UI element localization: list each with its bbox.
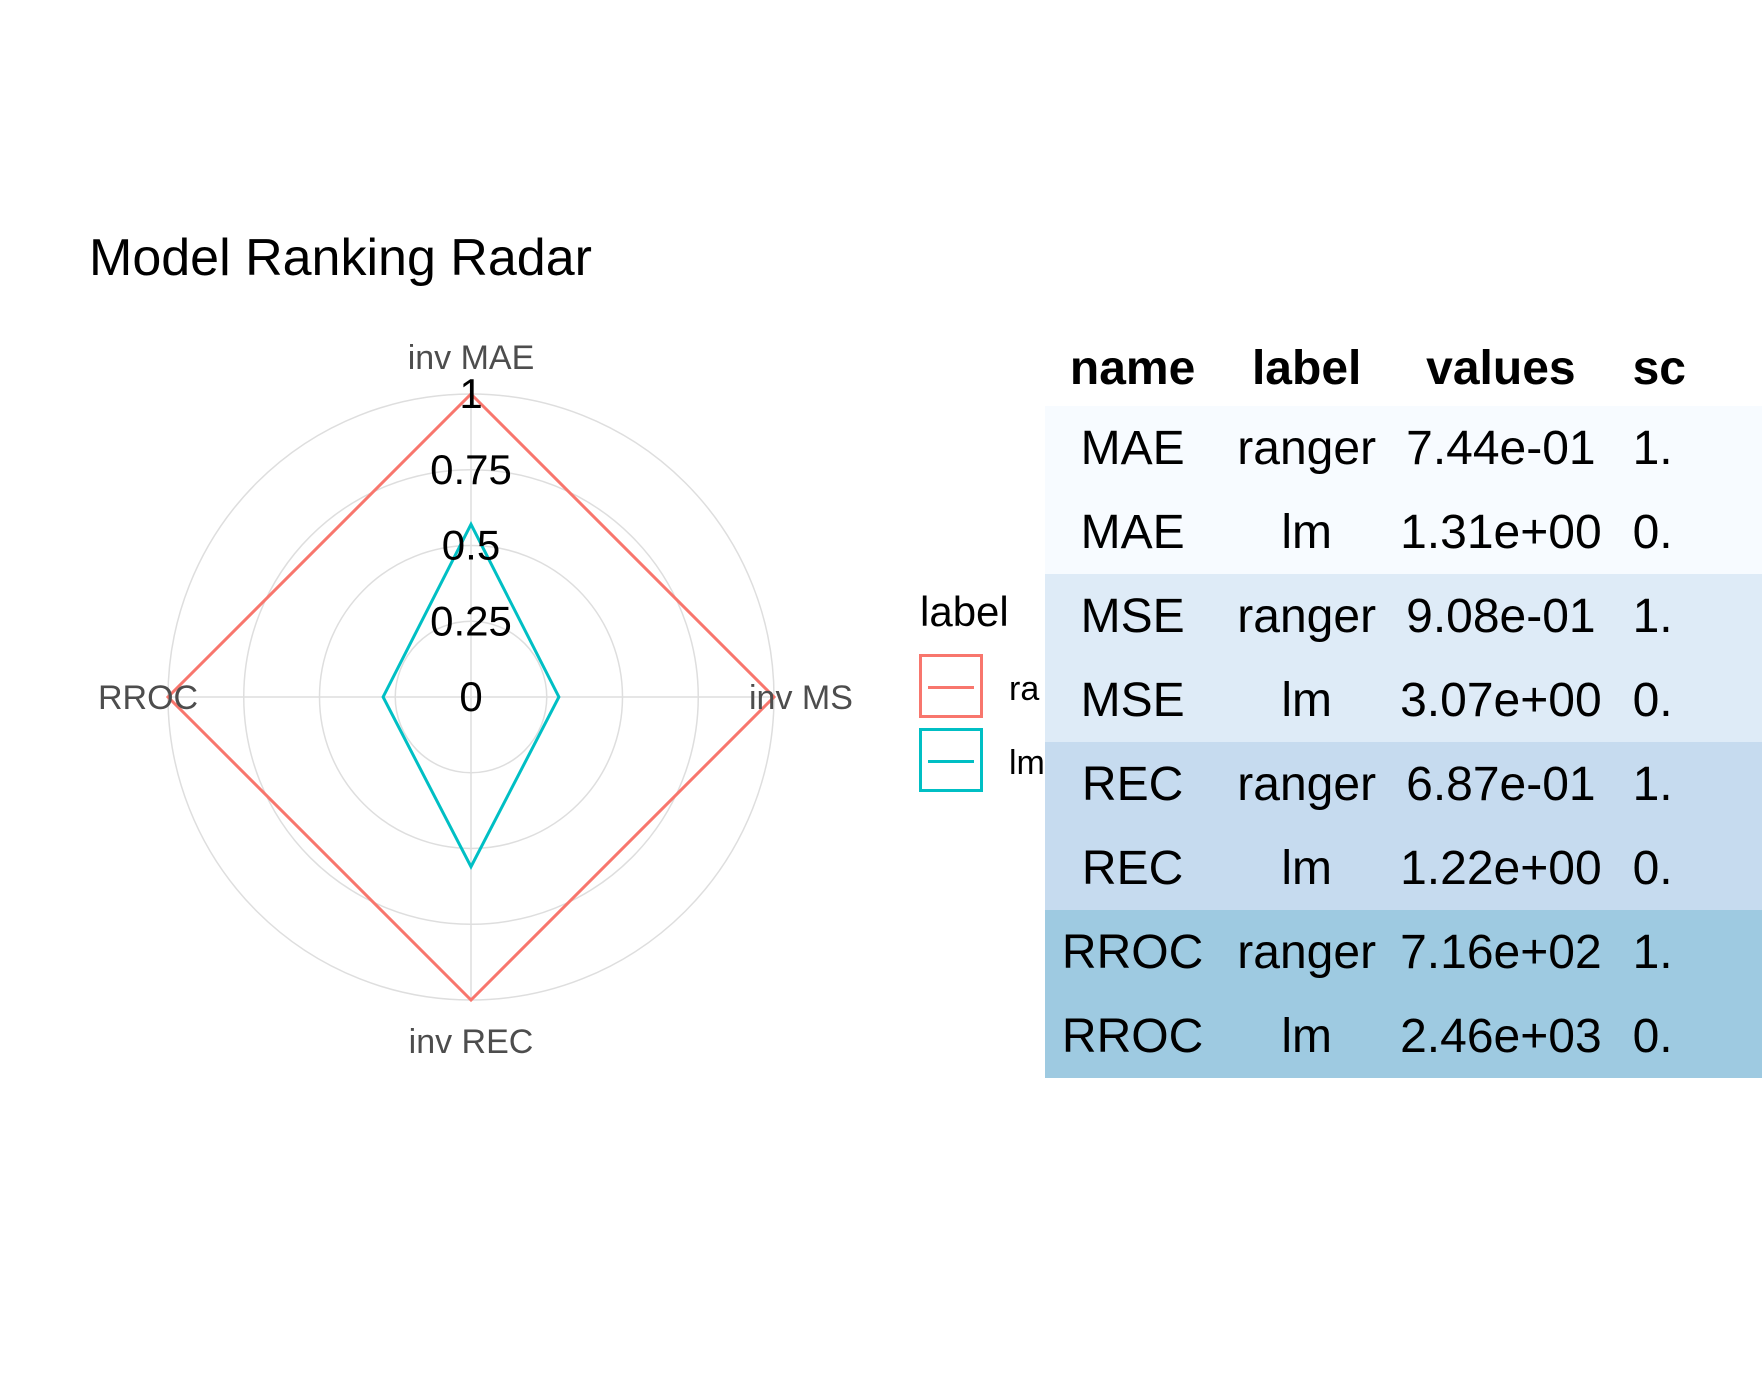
radial-tick-label: 0.5	[442, 522, 500, 569]
legend-label-ranger: ra	[1009, 670, 1040, 708]
table-row: MSE ranger 9.08e-01 1.	[1045, 574, 1762, 658]
table-row: RROC lm 2.46e+03 0.	[1045, 994, 1762, 1078]
series-line-ra	[165, 391, 777, 1003]
legend-label-lm: lm	[1009, 744, 1045, 782]
column-header-name: name	[1069, 341, 1196, 395]
cell-values: 3.07e+00	[1400, 673, 1602, 727]
results-table-container: name label values sc MAE ranger 7.44e-01 1.…	[1045, 330, 1762, 1080]
cell-values: 9.08e-01	[1406, 589, 1596, 643]
radial-tick-label: 0.75	[430, 446, 512, 493]
table-row: REC ranger 6.87e-01 1.	[1045, 742, 1762, 826]
axis-label: inv MAE	[408, 339, 535, 377]
cell-label: ranger	[1237, 757, 1377, 811]
cell-values: 1.31e+00	[1400, 505, 1602, 559]
cell-name: RROC	[1061, 1009, 1204, 1063]
cell-label: ranger	[1237, 421, 1377, 475]
axis-label: RROC	[98, 679, 198, 717]
cell-score: 0.	[1632, 1009, 1673, 1063]
cell-values: 1.22e+00	[1400, 841, 1602, 895]
cell-label: lm	[1281, 841, 1332, 895]
cell-label: lm	[1281, 673, 1332, 727]
legend-title: label	[920, 588, 1009, 635]
chart-title: Model Ranking Radar	[89, 229, 592, 287]
cell-label: ranger	[1237, 589, 1377, 643]
cell-values: 7.16e+02	[1400, 925, 1602, 979]
axis-label: inv REC	[409, 1023, 534, 1061]
cell-name: REC	[1081, 841, 1184, 895]
table-row: MAE ranger 7.44e-01 1.	[1045, 406, 1762, 490]
table-header-row: name label values sc	[1045, 330, 1762, 406]
cell-label: lm	[1281, 1009, 1332, 1063]
cell-values: 6.87e-01	[1406, 757, 1596, 811]
cell-name: MSE	[1080, 589, 1185, 643]
table-row: MAE lm 1.31e+00 0.	[1045, 490, 1762, 574]
cell-score: 1.	[1632, 925, 1673, 979]
cell-name: RROC	[1061, 925, 1204, 979]
cell-label: ranger	[1237, 925, 1377, 979]
table-row: REC lm 1.22e+00 0.	[1045, 826, 1762, 910]
table-body: MAE ranger 7.44e-01 1. MAE lm 1.31e+00 0. MSE ran…	[1045, 406, 1762, 1078]
cell-label: lm	[1281, 505, 1332, 559]
table-row: RROC ranger 7.16e+02 1.	[1045, 910, 1762, 994]
cell-name: MAE	[1080, 505, 1185, 559]
cell-score: 0.	[1632, 841, 1673, 895]
cell-values: 2.46e+03	[1400, 1009, 1602, 1063]
column-header-label: label	[1251, 341, 1362, 395]
results-table: name label values sc MAE ranger 7.44e-01 1.…	[1045, 330, 1762, 1078]
cell-score: 1.	[1632, 421, 1673, 475]
legend-key-lm	[919, 728, 983, 792]
radial-tick-label: 1	[459, 370, 482, 417]
column-header-values: values	[1426, 341, 1576, 395]
cell-score: 1.	[1632, 589, 1673, 643]
cell-score: 1.	[1632, 757, 1673, 811]
radial-tick-label: 0	[459, 673, 482, 720]
table-row: MSE lm 3.07e+00 0.	[1045, 658, 1762, 742]
column-header-score: sc	[1632, 341, 1686, 395]
cell-name: MSE	[1080, 673, 1185, 727]
cell-score: 0.	[1632, 673, 1673, 727]
series-line-lm	[381, 520, 561, 870]
cell-values: 7.44e-01	[1406, 421, 1596, 475]
cell-score: 0.	[1632, 505, 1673, 559]
cell-name: MAE	[1080, 421, 1185, 475]
axis-label: inv MS	[749, 679, 853, 717]
cell-name: REC	[1081, 757, 1184, 811]
legend-key-ranger	[919, 654, 983, 718]
radial-tick-label: 0.25	[430, 597, 512, 644]
